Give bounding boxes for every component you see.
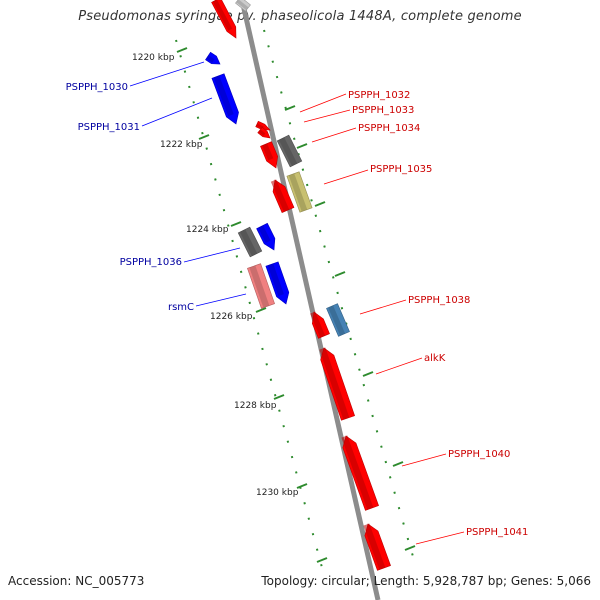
- gene-top-red-shade: [212, 0, 233, 31]
- scale-tick: [176, 47, 188, 53]
- gene-pspph-1035b: [286, 171, 313, 213]
- leader-line: [323, 169, 369, 185]
- gene-pspph-1036a: [237, 226, 263, 258]
- scale-tick: [404, 545, 416, 551]
- gene-pspph-1035a: [270, 179, 295, 213]
- leader-line: [311, 127, 357, 143]
- gene-pspph-1036a-shade: [239, 229, 258, 257]
- gene-pspph-1038b: [326, 303, 350, 337]
- leader-line: [183, 247, 241, 263]
- genome-backbone: [239, 0, 381, 600]
- scale-tick: [316, 557, 328, 563]
- scale-label: 1224 kbp: [186, 225, 229, 235]
- leader-line: [299, 93, 347, 113]
- scale-label: 1226 kbp: [210, 312, 253, 322]
- gene-pspph-1035b-shade: [288, 173, 308, 212]
- leader-line: [303, 109, 351, 123]
- scale-tick: [296, 143, 308, 149]
- scale-label: 1220 kbp: [132, 53, 175, 63]
- scale-tick: [284, 105, 296, 111]
- gene-label: PSPPH_1040: [448, 449, 510, 460]
- scale-tick: [392, 461, 404, 467]
- genome-summary-text: Topology: circular; Length: 5,928,787 bp…: [261, 574, 591, 588]
- scale-labels: 1220 kbp 1222 kbp 1224 kbp 1226 kbp 1228 kbp…: [132, 53, 299, 498]
- gene-pspph-1041-shade: [363, 523, 386, 570]
- gene-top-gray-shade: [236, 0, 249, 11]
- leader-line: [401, 453, 447, 467]
- gene-alkk: [319, 347, 356, 421]
- leader-line: [141, 97, 213, 127]
- scale-tick: [230, 221, 242, 227]
- gene-features: [205, 0, 391, 571]
- scale-ticks: [176, 47, 416, 563]
- gene-label: PSPPH_1033: [352, 105, 414, 116]
- leader-line: [359, 299, 407, 315]
- gene-label: alkK: [424, 353, 446, 364]
- gene-pspph-1035a-shade: [270, 179, 290, 212]
- gene-label: PSPPH_1038: [408, 295, 470, 306]
- gene-label: PSPPH_1035: [370, 164, 432, 175]
- gene-alkk-shade: [319, 347, 350, 420]
- gene-label: PSPPH_1031: [78, 122, 140, 133]
- gene-pspph-1031-shade: [213, 75, 234, 117]
- accession-text: Accession: NC_005773: [8, 574, 145, 588]
- scale-tick: [334, 271, 346, 277]
- gene-rsmc-a-shade: [249, 265, 270, 308]
- scale-tick: [273, 394, 285, 400]
- gene-pspph-1038a: [310, 311, 330, 339]
- scale-label: 1230 kbp: [256, 488, 299, 498]
- gene-label: rsmC: [168, 302, 194, 313]
- gene-pspph-1030-shade: [206, 55, 215, 63]
- gene-pspph-1038b-shade: [328, 305, 346, 336]
- scale-label: 1222 kbp: [160, 140, 203, 150]
- gene-pspph-1036b-shade: [258, 225, 271, 243]
- gene-label: PSPPH_1034: [358, 123, 420, 134]
- gene-pspph-1033: [257, 126, 271, 139]
- gene-pspph-1038a-shade: [310, 311, 326, 338]
- gene-pspph-1034a-shade: [262, 143, 274, 161]
- gene-pspph-1040-shade: [341, 435, 374, 510]
- scale-tick: [296, 483, 308, 489]
- gene-label: PSPPH_1032: [348, 90, 410, 101]
- gene-labels: PSPPH_1030 PSPPH_1031 PSPPH_1036 rsmC PSPPH_…: [66, 82, 529, 538]
- leader-line: [129, 61, 205, 87]
- scale-label: 1228 kbp: [234, 401, 277, 411]
- gene-rsmc-b-shade: [267, 263, 284, 297]
- gene-label: PSPPH_1036: [120, 257, 182, 268]
- label-leader-lines: [129, 61, 465, 545]
- inner-scale-track: [175, 39, 325, 576]
- gene-rsmc-b: [265, 261, 290, 305]
- outer-scale-track: [263, 29, 415, 561]
- gene-pspph-1030: [205, 51, 221, 65]
- leader-line: [195, 293, 247, 307]
- gene-pspph-1034b: [276, 134, 303, 168]
- gene-pspph-1034a: [260, 141, 279, 169]
- gene-pspph-1034b-shade: [278, 137, 298, 167]
- gene-pspph-1031: [211, 73, 239, 125]
- gene-top-red: [211, 0, 237, 39]
- gene-label: PSPPH_1041: [466, 527, 528, 538]
- leader-line: [415, 531, 465, 545]
- scale-tick: [314, 201, 326, 207]
- leader-line: [375, 357, 423, 375]
- scale-tick: [198, 134, 210, 140]
- scale-tick: [362, 371, 374, 377]
- gene-label: PSPPH_1030: [66, 82, 128, 93]
- gene-pspph-1041: [363, 523, 391, 571]
- gene-pspph-1033-shade: [258, 129, 266, 136]
- map-title: Pseudomonas syringae pv. phaseolicola 14…: [78, 9, 522, 24]
- gene-top-gray: [235, 0, 251, 12]
- gene-pspph-1040: [341, 435, 379, 511]
- gene-rsmc-a: [247, 263, 275, 309]
- scale-tick: [255, 307, 267, 313]
- gene-pspph-1036b: [256, 222, 276, 251]
